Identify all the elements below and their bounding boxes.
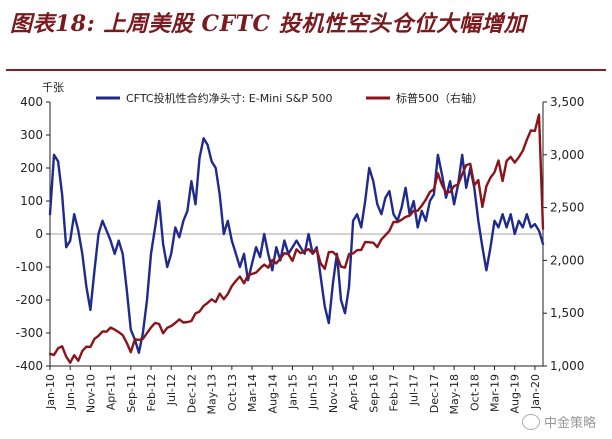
legend-label-cftc: CFTC投机性合约净头寸: E-Mini S&P 500 xyxy=(126,91,332,105)
x-tick-label: May-13 xyxy=(206,374,219,415)
left-tick-label: 100 xyxy=(20,194,43,208)
left-axis-ticks: 400 300 200 100 0 -100 -200 -300 -400 xyxy=(16,95,50,373)
x-tick-label: Oct-18 xyxy=(468,374,481,411)
x-tick-label: Apr-16 xyxy=(347,374,360,410)
right-tick-label: 1,500 xyxy=(550,306,584,320)
left-tick-label: 200 xyxy=(20,161,43,175)
left-tick-label: 400 xyxy=(20,95,43,109)
x-tick-label: Jul-12 xyxy=(165,374,178,406)
left-tick-label: -400 xyxy=(16,359,43,373)
right-tick-label: 2,000 xyxy=(550,253,584,267)
left-tick-label: 300 xyxy=(20,128,43,142)
x-tick-label: Jun-10 xyxy=(64,374,77,410)
x-tick-label: Jul-17 xyxy=(408,374,421,406)
legend-label-sp500: 标普500（右轴） xyxy=(396,91,483,105)
watermark-text: 中金策略 xyxy=(543,416,596,431)
figure-title: 图表18: 上周美股 CFTC 投机性空头仓位大幅增加 xyxy=(10,11,527,37)
x-tick-label: Jun-15 xyxy=(307,374,320,410)
series-line-cftc xyxy=(48,137,545,354)
left-tick-label: -300 xyxy=(16,326,43,340)
x-tick-label: Jan-15 xyxy=(286,374,299,410)
x-tick-label: Dec-12 xyxy=(185,374,198,413)
x-tick-label: May-18 xyxy=(448,374,461,415)
left-axis-unit-label: 千张 xyxy=(42,81,64,94)
right-tick-label: 3,000 xyxy=(550,148,584,162)
right-tick-label: 1,000 xyxy=(550,359,584,373)
x-tick-label: Sep-16 xyxy=(367,374,380,413)
x-tick-label: Jan-10 xyxy=(44,374,57,410)
x-tick-label: Sep-11 xyxy=(125,374,138,413)
series-lines xyxy=(48,113,545,364)
x-tick-label: Aug-19 xyxy=(509,374,522,413)
legend: CFTC投机性合约净头寸: E-Mini S&P 500 标普500（右轴） xyxy=(96,91,483,105)
watermark: 中金策略 xyxy=(521,412,596,431)
left-tick-label: -200 xyxy=(16,293,43,307)
wechat-icon xyxy=(521,413,540,430)
series-line-sp500 xyxy=(48,113,545,364)
right-axis-ticks: 3,500 3,000 2,500 2,000 1,500 1,000 xyxy=(543,95,584,373)
right-tick-label: 3,500 xyxy=(550,95,584,109)
x-tick-label: Feb-17 xyxy=(387,374,400,411)
x-tick-label: Dec-17 xyxy=(428,374,441,413)
x-axis-ticks: Jan-10 Jun-10 Nov-10 Apr-11 Sep-11 Feb-12 Jul-… xyxy=(44,366,542,415)
left-tick-label: -100 xyxy=(16,260,43,274)
x-tick-label: Mar-19 xyxy=(489,374,502,412)
x-tick-label: Aug-14 xyxy=(266,374,279,413)
left-tick-label: 0 xyxy=(35,227,43,241)
x-tick-label: Nov-15 xyxy=(327,374,340,413)
right-tick-label: 2,500 xyxy=(550,201,584,215)
x-tick-label: Nov-10 xyxy=(84,374,97,413)
title-rule xyxy=(6,69,606,71)
x-tick-label: Jan-20 xyxy=(529,374,542,410)
x-tick-label: Feb-12 xyxy=(145,374,158,411)
x-tick-label: Oct-13 xyxy=(226,374,239,411)
x-tick-label: Mar-14 xyxy=(246,374,259,412)
x-tick-label: Apr-11 xyxy=(105,374,118,410)
